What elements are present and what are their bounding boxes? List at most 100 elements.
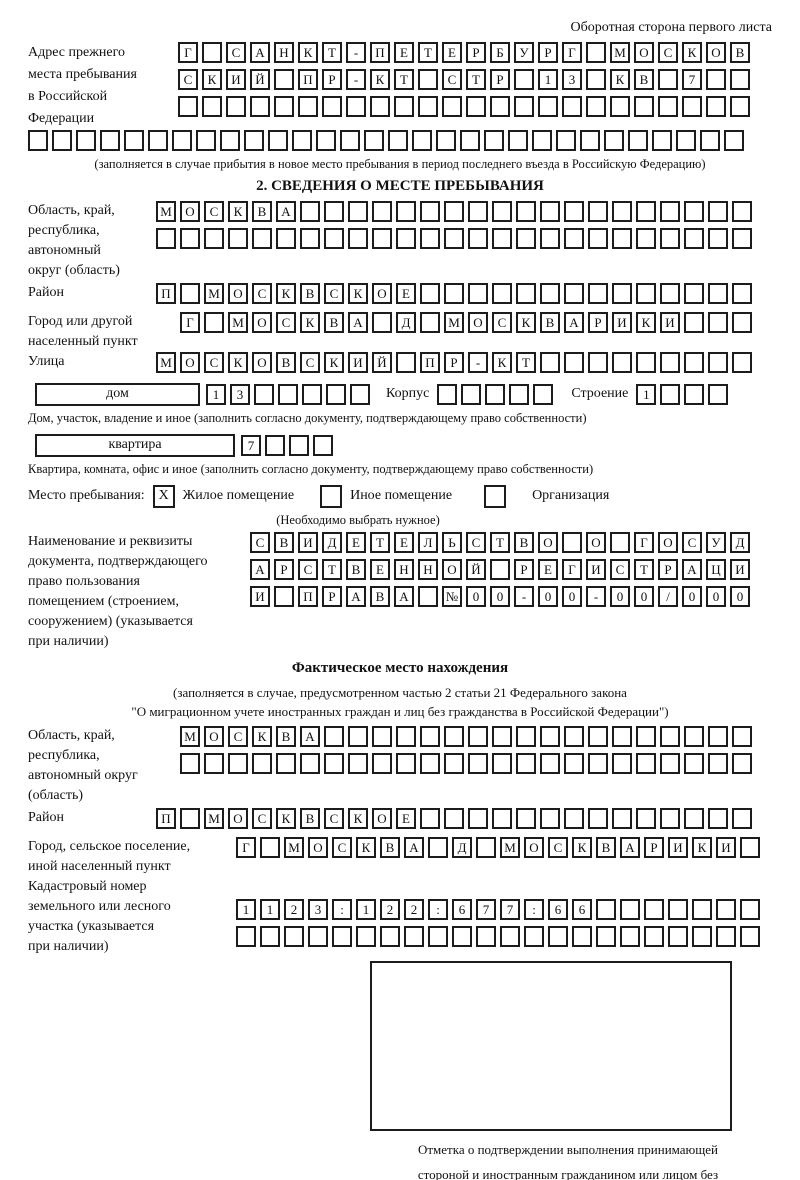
char-box[interactable] [716,899,736,920]
char-box[interactable]: И [730,559,750,580]
char-box[interactable] [612,283,632,304]
char-box[interactable] [444,808,464,829]
char-box[interactable]: К [276,283,296,304]
char-box[interactable] [492,283,512,304]
char-box[interactable]: М [500,837,520,858]
char-box[interactable]: 6 [572,899,592,920]
char-box[interactable] [684,228,704,249]
char-box[interactable] [204,753,224,774]
char-box[interactable]: 0 [610,586,630,607]
char-box[interactable] [372,753,392,774]
char-box[interactable] [524,926,544,947]
char-box[interactable] [420,753,440,774]
char-box[interactable]: 7 [241,434,261,456]
char-box[interactable] [420,312,440,333]
char-box[interactable] [564,228,584,249]
char-box[interactable] [348,753,368,774]
char-box[interactable]: О [468,312,488,333]
char-box[interactable]: К [692,837,712,858]
char-box[interactable]: С [300,352,320,373]
char-box[interactable]: П [298,69,318,90]
char-box[interactable]: 2 [284,899,304,920]
char-box[interactable] [706,69,726,90]
char-box[interactable] [196,130,216,151]
char-box[interactable] [636,726,656,747]
char-box[interactable]: А [564,312,584,333]
char-box[interactable]: : [332,899,352,920]
char-box[interactable] [740,899,760,920]
char-box[interactable] [732,726,752,747]
char-box[interactable] [636,283,656,304]
char-box[interactable] [364,130,384,151]
char-box[interactable]: М [204,283,224,304]
char-box[interactable] [516,726,536,747]
char-box[interactable]: : [428,899,448,920]
char-box[interactable]: Т [418,42,438,63]
char-box[interactable]: С [548,837,568,858]
char-box[interactable] [692,926,712,947]
char-box[interactable]: Д [730,532,750,553]
char-box[interactable]: К [252,726,272,747]
char-box[interactable] [732,753,752,774]
house-type-box[interactable]: дом [35,382,200,406]
char-box[interactable] [350,383,370,405]
char-box[interactable] [684,726,704,747]
char-box[interactable] [540,283,560,304]
char-box[interactable] [660,753,680,774]
char-box[interactable] [724,130,744,151]
char-box[interactable] [740,837,760,858]
char-box[interactable]: 0 [466,586,486,607]
char-box[interactable]: 7 [500,899,520,920]
char-box[interactable] [204,228,224,249]
char-box[interactable] [684,352,704,373]
char-box[interactable] [260,837,280,858]
char-box[interactable] [492,753,512,774]
char-box[interactable] [268,130,288,151]
char-box[interactable] [708,352,728,373]
char-box[interactable] [418,586,438,607]
char-box[interactable] [580,130,600,151]
char-box[interactable] [356,926,376,947]
char-box[interactable] [612,808,632,829]
char-box[interactable]: О [706,42,726,63]
char-box[interactable] [732,201,752,222]
char-box[interactable] [252,753,272,774]
char-box[interactable]: С [610,559,630,580]
char-box[interactable]: К [202,69,222,90]
char-box[interactable] [708,283,728,304]
char-box[interactable]: В [300,808,320,829]
char-box[interactable] [437,383,458,405]
char-box[interactable] [586,96,606,117]
char-box[interactable]: Т [322,42,342,63]
char-box[interactable]: Р [514,559,534,580]
char-box[interactable]: О [658,532,678,553]
char-box[interactable]: И [660,312,680,333]
char-box[interactable] [490,559,510,580]
char-box[interactable] [468,726,488,747]
char-box[interactable]: С [298,559,318,580]
char-box[interactable] [444,283,464,304]
char-box[interactable] [700,130,720,151]
char-box[interactable]: А [394,586,414,607]
char-box[interactable]: В [596,837,616,858]
char-box[interactable]: Т [466,69,486,90]
char-box[interactable] [302,383,322,405]
char-box[interactable]: К [682,42,702,63]
char-box[interactable] [684,201,704,222]
char-box[interactable]: С [178,69,198,90]
char-box[interactable] [28,130,48,151]
char-box[interactable]: Н [394,559,414,580]
char-box[interactable]: О [180,201,200,222]
char-box[interactable]: Р [444,352,464,373]
char-box[interactable] [274,96,294,117]
char-box[interactable] [540,753,560,774]
char-box[interactable]: Р [588,312,608,333]
char-box[interactable] [420,726,440,747]
char-box[interactable]: В [634,69,654,90]
char-box[interactable] [708,228,728,249]
char-box[interactable] [236,926,256,947]
char-box[interactable]: Р [322,586,342,607]
char-box[interactable] [372,201,392,222]
char-box[interactable] [564,808,584,829]
char-box[interactable]: И [586,559,606,580]
